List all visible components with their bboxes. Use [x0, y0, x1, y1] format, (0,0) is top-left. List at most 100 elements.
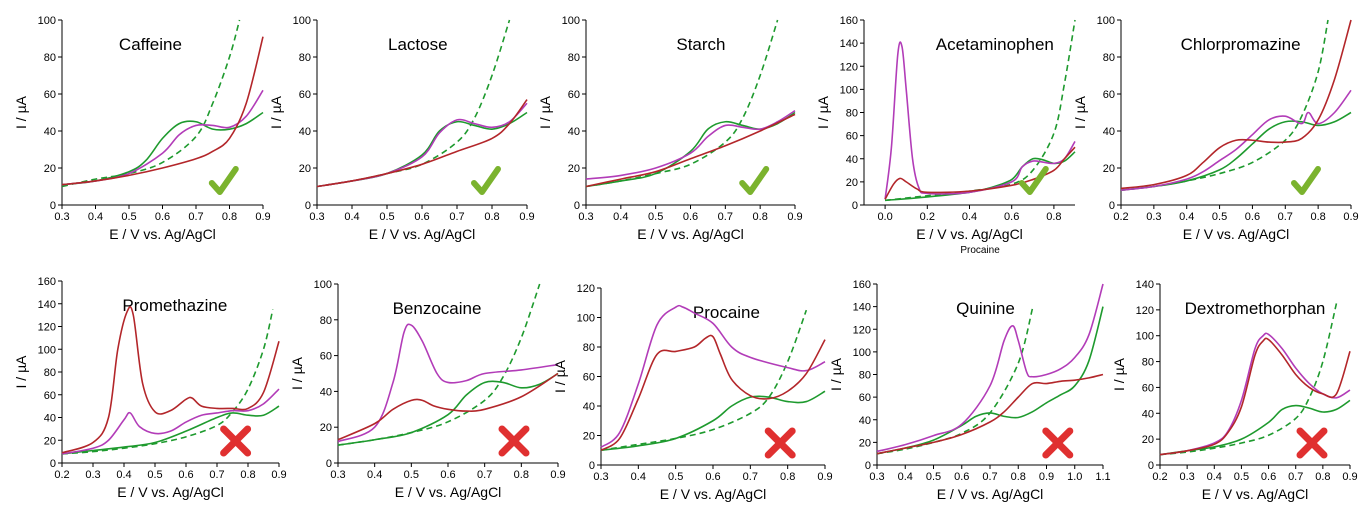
y-axis-label: I / µA: [1111, 357, 1127, 391]
x-tick-label: 0.4: [1207, 471, 1222, 483]
x-tick-label: 0.6: [440, 469, 455, 481]
x-tick-label: 0.6: [1004, 211, 1019, 223]
y-tick-label: 140: [1136, 279, 1154, 291]
y-tick-label: 60: [583, 372, 595, 384]
chart-title: Lactose: [388, 35, 448, 54]
series-line: [61, 405, 280, 455]
chart-panel: 0.2 0.3 0.4 0.5 0.6 0.7 0.8 0.9 0 20 40 60 80 100 120 1…: [1111, 279, 1358, 502]
chart-title: Procaine: [693, 303, 760, 322]
x-tick-label: 0.4: [962, 211, 977, 223]
series-line-dashed: [1159, 303, 1338, 456]
x-axis-label: E / V vs. Ag/AgCl: [937, 486, 1044, 502]
y-tick-label: 40: [320, 386, 332, 398]
series-line-dashed: [585, 19, 779, 188]
y-tick-label: 100: [1136, 331, 1154, 343]
y-tick-label: 100: [314, 279, 332, 291]
y-tick-label: 0: [50, 458, 56, 470]
series-line-dashed: [885, 19, 1076, 202]
cross-icon: [1296, 427, 1328, 459]
y-tick-label: 20: [1103, 163, 1115, 175]
y-tick-label: 20: [44, 163, 56, 175]
y-tick-label: 0: [852, 200, 858, 212]
x-axis-label: E / V vs. Ag/AgCl: [660, 486, 767, 502]
cross-icon: [220, 425, 252, 457]
chart-panel: 0.2 0.3 0.4 0.5 0.6 0.7 0.8 0.9 0 20 40 60 80 100 120 1…: [13, 276, 287, 500]
x-tick-label: 0.7: [449, 211, 464, 223]
series-line: [885, 151, 1076, 202]
y-tick-label: 80: [1103, 52, 1115, 64]
x-tick-label: 0.0: [877, 211, 892, 223]
x-tick-label: 0.4: [613, 211, 628, 223]
y-axis-label: I / µA: [13, 95, 29, 129]
x-tick-label: 1.0: [1067, 471, 1082, 483]
chart-panel: 0.3 0.4 0.5 0.6 0.7 0.8 0.9 0 20 40 60 80 100 120 E / …: [552, 283, 833, 502]
y-tick-label: 0: [589, 460, 595, 472]
x-tick-label: 0.7: [209, 469, 224, 481]
series-line: [61, 388, 280, 455]
x-tick-label: 0.9: [1342, 471, 1357, 483]
chart-title: Chlorpromazine: [1181, 35, 1301, 54]
series-line: [1159, 399, 1351, 456]
x-tick-label: 0.5: [121, 211, 136, 223]
x-tick-label: 0.8: [1310, 211, 1325, 223]
x-tick-label: 0.8: [484, 211, 499, 223]
x-axis-label: E / V vs. Ag/AgCl: [637, 226, 744, 242]
series-line: [876, 373, 1104, 455]
y-tick-label: 60: [1103, 89, 1115, 101]
series-line: [876, 306, 1104, 455]
y-axis-label: I / µA: [1072, 95, 1088, 129]
y-axis-label: I / µA: [13, 355, 29, 389]
x-tick-label: 0.6: [954, 471, 969, 483]
cross-icon: [1042, 427, 1074, 459]
x-axis-label: E / V vs. Ag/AgCl: [395, 484, 502, 500]
x-tick-label: 0.4: [898, 471, 913, 483]
x-axis-label: E / V vs. Ag/AgCl: [117, 484, 224, 500]
y-tick-label: 80: [846, 108, 858, 120]
y-axis-label: I / µA: [537, 95, 553, 129]
series-line: [1120, 19, 1352, 190]
x-tick-label: 0.8: [1046, 211, 1061, 223]
y-tick-label: 40: [1103, 126, 1115, 138]
x-tick-label: 0.9: [817, 471, 832, 483]
y-tick-label: 80: [568, 52, 580, 64]
check-icon: [471, 166, 501, 195]
x-tick-label: 0.4: [367, 469, 382, 481]
y-tick-label: 80: [320, 315, 332, 327]
x-tick-label: 0.6: [683, 211, 698, 223]
chart-panel: 0.3 0.4 0.5 0.6 0.7 0.8 0.9 0 20 40 60 80 100 E / V v…: [13, 15, 271, 242]
x-tick-label: 0.5: [926, 471, 941, 483]
y-tick-label: 0: [1109, 200, 1115, 212]
y-tick-label: 60: [568, 89, 580, 101]
series-line: [876, 283, 1104, 453]
series-line: [61, 306, 280, 454]
y-tick-label: 0: [50, 200, 56, 212]
x-axis-label: E / V vs. Ag/AgCl: [109, 226, 216, 242]
x-tick-label: 0.8: [514, 469, 529, 481]
y-axis-label: I / µA: [552, 359, 568, 393]
chart-title: Promethazine: [122, 296, 227, 315]
x-tick-label: 0.3: [593, 471, 608, 483]
y-tick-label: 140: [38, 299, 56, 311]
y-axis-label: I / µA: [815, 95, 831, 129]
x-tick-label: 0.2: [1113, 211, 1128, 223]
x-tick-label: 0.5: [1234, 471, 1249, 483]
y-tick-label: 160: [840, 15, 858, 27]
x-tick-label: 1.1: [1095, 471, 1110, 483]
check-icon: [1291, 166, 1321, 195]
series-line: [337, 323, 559, 443]
check-icon: [1018, 166, 1049, 195]
y-tick-label: 40: [859, 415, 871, 427]
x-tick-label: 0.7: [477, 469, 492, 481]
y-tick-label: 100: [293, 15, 311, 27]
x-tick-label: 0.6: [155, 211, 170, 223]
x-axis-label: E / V vs. Ag/AgCl: [369, 226, 476, 242]
chart-note: Procaine: [960, 245, 1000, 256]
chart-title: Dextromethorphan: [1185, 299, 1326, 318]
x-tick-label: 0.9: [271, 469, 286, 481]
chart-title: Acetaminophen: [936, 35, 1054, 54]
y-tick-label: 80: [859, 370, 871, 382]
x-tick-label: 0.4: [88, 211, 103, 223]
y-tick-label: 100: [562, 15, 580, 27]
x-tick-label: 0.3: [869, 471, 884, 483]
